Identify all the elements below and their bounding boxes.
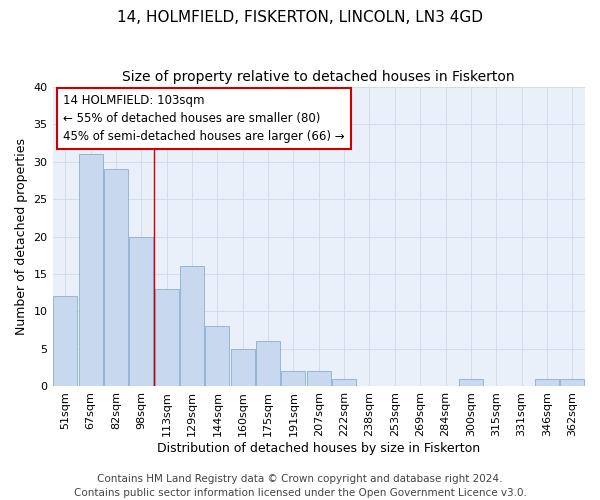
Bar (307, 372, 331, 386)
Text: Contains HM Land Registry data © Crown copyright and database right 2024.
Contai: Contains HM Land Registry data © Crown c… (74, 474, 526, 498)
Bar (155, 289, 179, 386)
Bar (535, 379, 559, 386)
X-axis label: Distribution of detached houses by size in Fiskerton: Distribution of detached houses by size … (157, 442, 481, 455)
Bar (205, 326, 229, 386)
Bar (53, 296, 77, 386)
Text: 14, HOLMFIELD, FISKERTON, LINCOLN, LN3 4GD: 14, HOLMFIELD, FISKERTON, LINCOLN, LN3 4… (117, 10, 483, 25)
Title: Size of property relative to detached houses in Fiskerton: Size of property relative to detached ho… (122, 70, 515, 84)
Bar (180, 266, 204, 386)
Bar (281, 372, 305, 386)
Bar (104, 169, 128, 386)
Bar (129, 236, 154, 386)
Bar (230, 349, 255, 387)
Bar (79, 154, 103, 386)
Y-axis label: Number of detached properties: Number of detached properties (15, 138, 28, 335)
Bar (459, 379, 483, 386)
Bar (560, 379, 584, 386)
Bar (332, 379, 356, 386)
Bar (256, 342, 280, 386)
Text: 14 HOLMFIELD: 103sqm
← 55% of detached houses are smaller (80)
45% of semi-detac: 14 HOLMFIELD: 103sqm ← 55% of detached h… (63, 94, 345, 143)
